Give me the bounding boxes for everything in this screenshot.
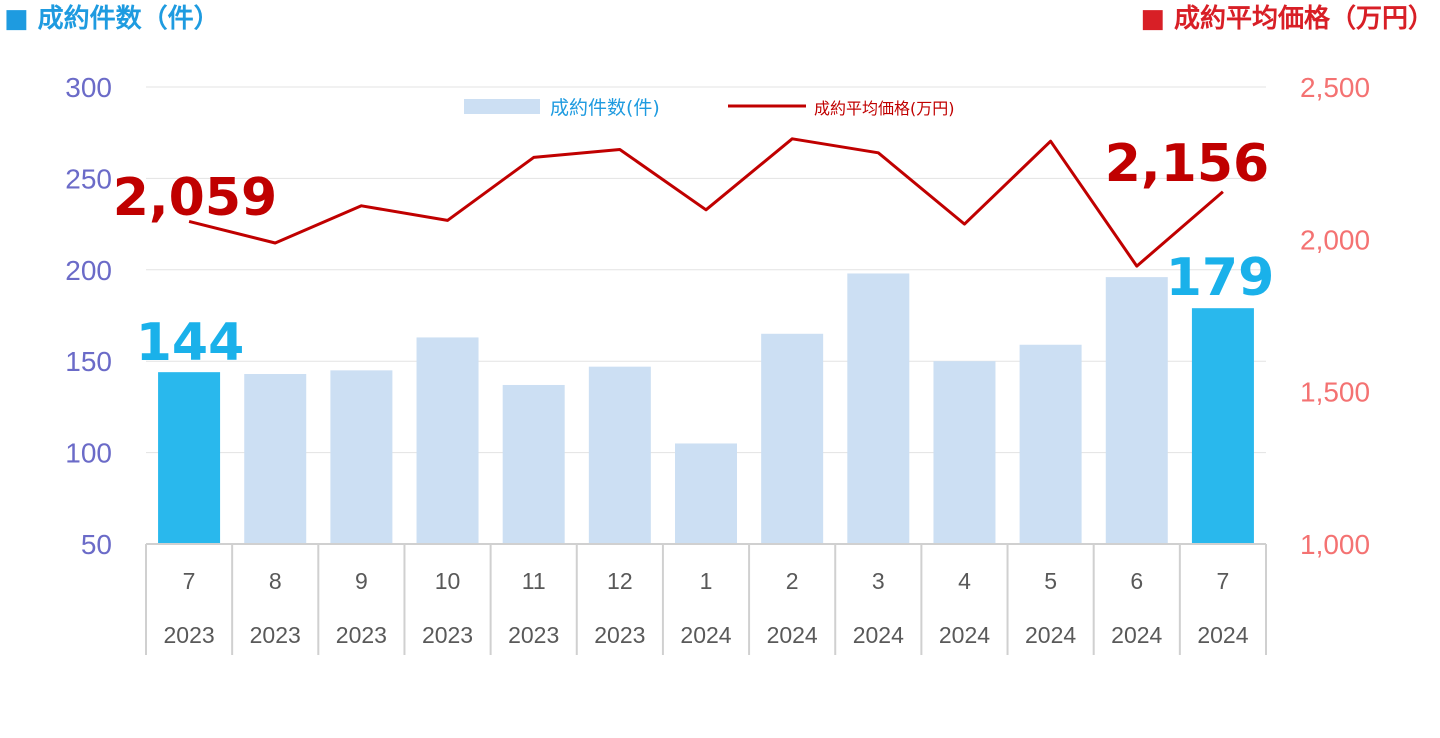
legend-bar-label: 成約件数(件) — [550, 97, 660, 119]
x-tick-month: 12 — [607, 568, 633, 594]
x-axis: 7 2023 8 2023 9 2023 10 2023 11 2023 12 2023 1 2024 2 2… — [145, 543, 1267, 655]
x-tick-month: 7 — [1217, 568, 1230, 594]
left-tick-label: 250 — [65, 163, 112, 194]
bar — [761, 333, 824, 544]
right-axis-ticks: 1,000 1,500 2,000 2,500 — [1300, 72, 1370, 560]
bar — [416, 337, 479, 544]
annotation-line-last: 2,156 — [1105, 134, 1269, 194]
x-tick-month: 5 — [1044, 568, 1057, 594]
x-tick-month: 1 — [700, 568, 713, 594]
bar — [933, 361, 996, 544]
x-tick-year: 2024 — [1197, 622, 1248, 648]
right-tick-label: 2,000 — [1300, 224, 1370, 255]
right-axis-title: ■ 成約平均価格（万円） — [1140, 0, 1434, 38]
legend-line-label: 成約平均価格(万円) — [814, 99, 955, 118]
x-tick-year: 2024 — [767, 622, 818, 648]
bar-series — [158, 273, 1254, 544]
x-tick-month: 8 — [269, 568, 282, 594]
left-axis-ticks: 50 100 150 200 250 300 — [65, 72, 112, 560]
x-tick-month: 3 — [872, 568, 885, 594]
left-tick-label: 300 — [65, 72, 112, 103]
right-tick-label: 1,000 — [1300, 529, 1370, 560]
x-tick-year: 2023 — [163, 622, 214, 648]
x-tick-year: 2023 — [250, 622, 301, 648]
x-tick-year: 2024 — [1111, 622, 1162, 648]
right-title-text: 成約平均価格（万円） — [1173, 4, 1434, 34]
line-series — [188, 137, 1224, 268]
annotation-bar-last: 179 — [1166, 248, 1275, 308]
legend: 成約件数(件) 成約平均価格(万円) — [464, 97, 955, 119]
bar — [330, 370, 393, 544]
x-tick-month: 10 — [435, 568, 461, 594]
annotation-line-first: 2,059 — [113, 168, 277, 228]
x-tick-year: 2023 — [594, 622, 645, 648]
bar — [1019, 344, 1082, 544]
x-tick-month: 11 — [522, 568, 546, 594]
right-tick-label: 2,500 — [1300, 72, 1370, 103]
right-title-marker: ■ — [1140, 4, 1165, 34]
x-tick-year: 2024 — [1025, 622, 1076, 648]
annotation-bar-first: 144 — [136, 313, 245, 373]
x-tick-year: 2024 — [939, 622, 990, 648]
x-tick-month: 2 — [786, 568, 799, 594]
left-title-marker: ■ — [4, 4, 29, 34]
legend-bar-swatch — [464, 99, 540, 114]
x-tick-month: 7 — [183, 568, 196, 594]
left-tick-label: 150 — [65, 346, 112, 377]
x-tick-year: 2023 — [508, 622, 559, 648]
x-tick-month: 4 — [958, 568, 971, 594]
left-tick-label: 200 — [65, 255, 112, 286]
x-tick-month: 6 — [1130, 568, 1143, 594]
x-tick-year: 2024 — [853, 622, 904, 648]
bar — [502, 384, 565, 544]
bar — [1105, 277, 1168, 544]
right-tick-label: 1,500 — [1300, 377, 1370, 408]
left-title-text: 成約件数（件） — [37, 4, 220, 34]
price-line — [188, 137, 1224, 268]
x-tick-year: 2024 — [680, 622, 731, 648]
annotations: 144 179 2,059 2,156 — [113, 134, 1275, 373]
x-tick-year: 2023 — [336, 622, 387, 648]
x-tick-month: 9 — [355, 568, 368, 594]
bar — [847, 273, 910, 544]
left-axis-title: ■ 成約件数（件） — [4, 0, 220, 38]
left-tick-label: 100 — [65, 438, 112, 469]
bar — [588, 366, 651, 544]
bar — [675, 443, 737, 544]
bar — [244, 373, 307, 544]
left-tick-label: 50 — [81, 529, 112, 560]
gridlines — [146, 86, 1266, 454]
bar — [158, 372, 221, 544]
bar — [1191, 308, 1254, 544]
x-tick-year: 2023 — [422, 622, 473, 648]
